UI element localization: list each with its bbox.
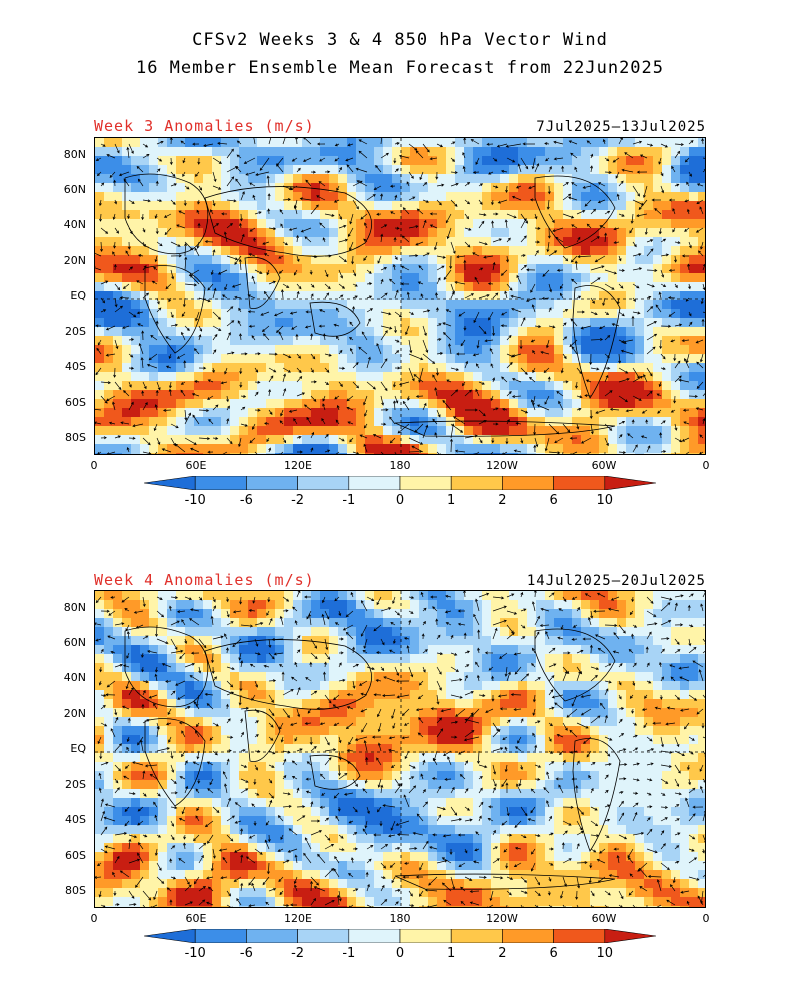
colorbar-swatch	[450, 929, 503, 943]
colorbar-tick-label: -10	[184, 946, 206, 961]
colorbar-swatch	[246, 929, 298, 943]
week3-colorbar	[144, 476, 656, 490]
colorbar-swatch	[502, 929, 554, 943]
lat-tick-label: 20S	[65, 778, 86, 791]
week3-map	[94, 137, 706, 455]
lat-tick-label: 80N	[63, 601, 86, 614]
colorbar-swatch	[348, 476, 401, 490]
lon-tick-label: 0	[702, 912, 710, 925]
lat-tick-label: 40S	[65, 360, 86, 373]
lat-tick-label: 80S	[65, 884, 86, 897]
colorbar-tick-label: -10	[184, 493, 206, 508]
colorbar-swatch	[348, 929, 401, 943]
colorbar-swatch	[144, 929, 196, 943]
lat-tick-label: 60N	[63, 636, 86, 649]
lat-tick-label: 60N	[63, 183, 86, 196]
colorbar-swatch	[297, 929, 350, 943]
colorbar-tick-label: 0	[395, 946, 405, 961]
lon-tick-label: 60E	[185, 912, 207, 925]
colorbar-swatch	[553, 476, 606, 490]
week3-date-range: 7Jul2025—13Jul2025	[536, 119, 706, 135]
colorbar-tick-label: 6	[549, 946, 558, 961]
colorbar-tick-label: -2	[291, 946, 305, 961]
week3-panel-title: Week 3 Anomalies (m/s)	[94, 117, 315, 135]
week4-panel-title: Week 4 Anomalies (m/s)	[94, 571, 315, 589]
colorbar-tick-label: 2	[498, 493, 507, 508]
lat-tick-label: EQ	[70, 289, 86, 302]
lon-tick-label: 120E	[284, 459, 312, 472]
figure-title-line1: CFSv2 Weeks 3 & 4 850 hPa Vector Wind	[192, 30, 608, 50]
lon-tick-label: 60W	[591, 912, 617, 925]
lon-tick-label: 180	[389, 912, 411, 925]
colorbar-tick-label: -1	[342, 493, 356, 508]
lat-tick-label: 20N	[63, 254, 86, 267]
lon-tick-label: 120W	[486, 912, 518, 925]
colorbar-swatch	[502, 476, 554, 490]
colorbar-swatch	[399, 929, 452, 943]
lat-tick-label: 60S	[65, 396, 86, 409]
colorbar-swatch	[553, 929, 606, 943]
lon-tick-label: 60E	[185, 459, 207, 472]
colorbar-tick-label: -1	[342, 946, 356, 961]
colorbar-tick-label: -6	[239, 493, 253, 508]
lon-tick-label: 0	[90, 459, 98, 472]
lat-tick-label: 80N	[63, 148, 86, 161]
week4-date-range: 14Jul2025—20Jul2025	[526, 573, 706, 589]
colorbar-swatch	[450, 476, 503, 490]
colorbar-swatch	[194, 476, 247, 490]
colorbar-tick-label: 0	[395, 493, 405, 508]
lon-tick-label: 60W	[591, 459, 617, 472]
lat-tick-label: 40N	[63, 218, 86, 231]
colorbar-swatch	[297, 476, 350, 490]
colorbar-tick-label: -2	[291, 493, 305, 508]
lon-tick-label: 0	[702, 459, 710, 472]
lat-tick-label: 80S	[65, 431, 86, 444]
week3-map-canvas	[95, 138, 705, 454]
colorbar-tick-label: 1	[447, 493, 456, 508]
lat-tick-label: 20N	[63, 707, 86, 720]
lat-tick-label: 40N	[63, 671, 86, 684]
lat-tick-label: EQ	[70, 742, 86, 755]
lat-tick-label: 40S	[65, 813, 86, 826]
lon-tick-label: 0	[90, 912, 98, 925]
lon-tick-label: 120E	[284, 912, 312, 925]
colorbar-swatch	[604, 929, 656, 943]
lon-tick-label: 120W	[486, 459, 518, 472]
lon-tick-label: 180	[389, 459, 411, 472]
colorbar-tick-label: 10	[596, 493, 614, 508]
week4-map	[94, 590, 706, 908]
colorbar-swatch	[246, 476, 298, 490]
week4-map-canvas	[95, 591, 705, 907]
colorbar-tick-label: -6	[239, 946, 253, 961]
colorbar-swatch	[399, 476, 452, 490]
colorbar-tick-label: 6	[549, 493, 558, 508]
colorbar-swatch	[144, 476, 196, 490]
colorbar-tick-label: 1	[447, 946, 456, 961]
colorbar-swatch	[604, 476, 656, 490]
colorbar-tick-label: 2	[498, 946, 507, 961]
lat-tick-label: 60S	[65, 849, 86, 862]
colorbar-tick-label: 10	[596, 946, 614, 961]
figure-title-line2: 16 Member Ensemble Mean Forecast from 22…	[135, 58, 665, 78]
week4-colorbar	[144, 929, 656, 943]
lat-tick-label: 20S	[65, 325, 86, 338]
colorbar-swatch	[194, 929, 247, 943]
